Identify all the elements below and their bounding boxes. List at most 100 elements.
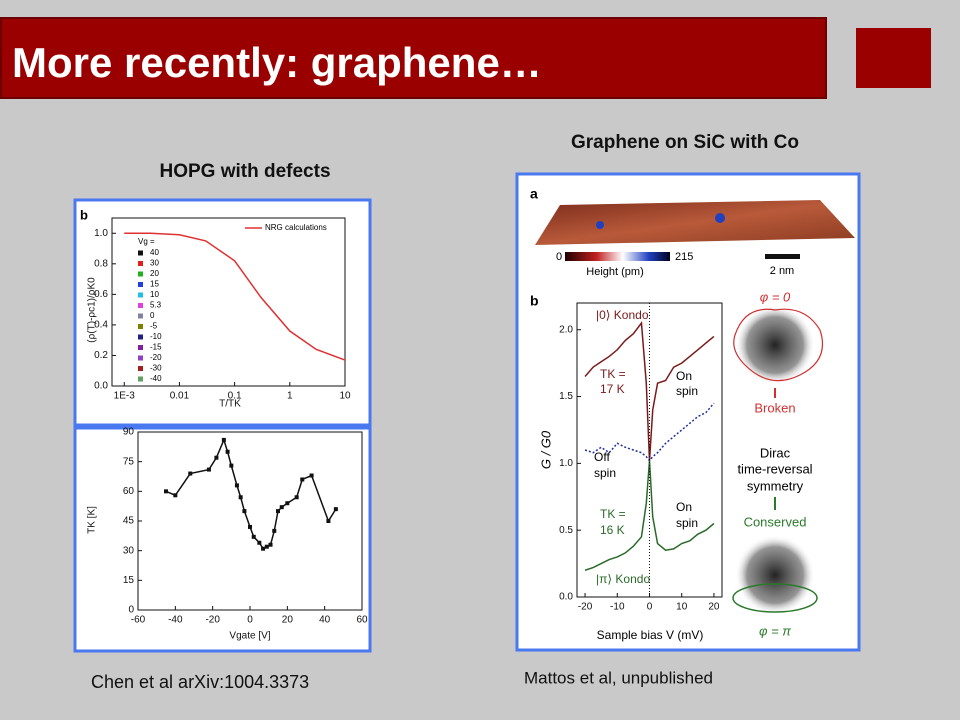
annotation: On — [676, 500, 692, 514]
data-point — [264, 544, 269, 549]
data-point — [268, 542, 273, 547]
stm-feature — [596, 221, 604, 229]
legend-marker — [138, 261, 143, 266]
data-point — [261, 546, 266, 551]
y-tick-label: 0.8 — [94, 258, 108, 269]
legend-marker — [138, 345, 143, 350]
y-tick-label: 15 — [123, 575, 135, 586]
y-tick-label: 1.5 — [559, 391, 573, 402]
legend-marker — [138, 324, 143, 329]
stm-feature — [715, 213, 725, 223]
legend-label: 15 — [150, 280, 159, 289]
data-point — [214, 455, 219, 460]
x-tick-label: 0.1 — [228, 391, 242, 402]
x-label: Sample bias V (mV) — [597, 628, 704, 642]
data-point — [225, 449, 230, 454]
legend-title: Vg = — [138, 237, 155, 246]
heading: HOPG with defects — [159, 161, 330, 182]
title-bar — [0, 17, 827, 99]
stm-image — [535, 200, 855, 245]
legend-label: 20 — [150, 269, 159, 278]
data-point — [238, 495, 243, 500]
legend-label: -30 — [150, 364, 162, 373]
x-tick-label: 20 — [282, 615, 294, 626]
annotation: spin — [594, 466, 616, 480]
title: More recently: graphene… — [12, 39, 542, 86]
data-point — [229, 463, 234, 468]
annotation: 17 K — [600, 382, 625, 396]
y-label: TK [K] — [87, 506, 98, 534]
x-label: T/TK — [219, 399, 241, 410]
y-tick-label: 90 — [123, 427, 135, 438]
legend-label: 0 — [150, 311, 155, 320]
y-tick-label: 0.2 — [94, 350, 108, 361]
legend-label: NRG calculations — [265, 223, 327, 232]
annotation: Off — [594, 450, 610, 464]
y-label: (ρ(T)-ρc1)/ρK0 — [87, 277, 98, 343]
x-tick-label: -10 — [610, 602, 625, 613]
y-tick-label: 0.0 — [559, 592, 573, 603]
x-tick-label: 0 — [247, 615, 253, 626]
data-point — [257, 540, 262, 545]
x-label: Vgate [V] — [229, 631, 270, 642]
legend-marker — [138, 282, 143, 287]
y-tick-label: 0.5 — [559, 525, 573, 536]
panel-label: b — [530, 293, 539, 309]
scale-max: 215 — [675, 251, 693, 263]
legend-marker — [138, 376, 143, 382]
legend-marker — [138, 271, 143, 277]
annotation: TK = — [600, 367, 626, 381]
legend-label: 5.3 — [150, 301, 162, 310]
data-point — [221, 437, 226, 442]
annotation: spin — [676, 516, 698, 530]
y-tick-label: 30 — [123, 545, 135, 556]
caption: Mattos et al, unpublished — [524, 668, 713, 687]
lattice-sketch — [735, 305, 815, 385]
y-tick-label: 0.4 — [94, 320, 108, 331]
legend-label: -40 — [150, 374, 162, 383]
data-point — [206, 467, 211, 472]
x-tick-label: -40 — [168, 615, 183, 626]
scale-title: Height (pm) — [586, 266, 643, 278]
legend-marker — [138, 313, 143, 319]
data-point — [164, 489, 168, 494]
data-point — [248, 524, 252, 529]
y-tick-label: 0.6 — [94, 289, 108, 300]
annotation: |0⟩ Kondo — [596, 308, 649, 322]
y-tick-label: 1.0 — [94, 228, 108, 239]
data-point — [173, 493, 178, 498]
y-tick-label: 2.0 — [559, 324, 573, 335]
x-tick-label: 1 — [287, 391, 293, 402]
data-point — [300, 477, 305, 482]
figure-frame — [73, 198, 372, 427]
x-tick-label: -20 — [578, 602, 593, 613]
y-label: G / G0 — [538, 430, 553, 469]
legend-label: -15 — [150, 343, 162, 352]
annotation: 16 K — [600, 523, 625, 537]
legend-marker — [138, 250, 143, 256]
legend-marker — [138, 366, 143, 371]
scale-min: 0 — [556, 251, 562, 263]
y-tick-label: 75 — [123, 456, 135, 467]
accent-square — [856, 28, 931, 88]
y-tick-label: 60 — [123, 486, 135, 497]
x-tick-label: 40 — [319, 615, 331, 626]
phase-loop — [733, 308, 824, 382]
data-point — [309, 473, 314, 478]
phase-loop — [732, 583, 818, 613]
x-tick-label: -60 — [131, 615, 146, 626]
x-tick-label: 0.01 — [170, 391, 190, 402]
panel-label: b — [80, 207, 88, 222]
data-point — [326, 519, 331, 523]
scheme-label: Dirac — [760, 445, 791, 460]
legend-label: 30 — [150, 259, 159, 268]
legend-label: -10 — [150, 332, 162, 341]
legend-marker — [138, 292, 143, 298]
caption: Chen et al arXiv:1004.3373 — [91, 672, 309, 692]
annotation: On — [676, 369, 692, 383]
data-line — [124, 232, 346, 361]
x-tick-label: -20 — [205, 615, 220, 626]
y-tick-label: 45 — [123, 516, 135, 527]
data-point — [294, 495, 299, 500]
